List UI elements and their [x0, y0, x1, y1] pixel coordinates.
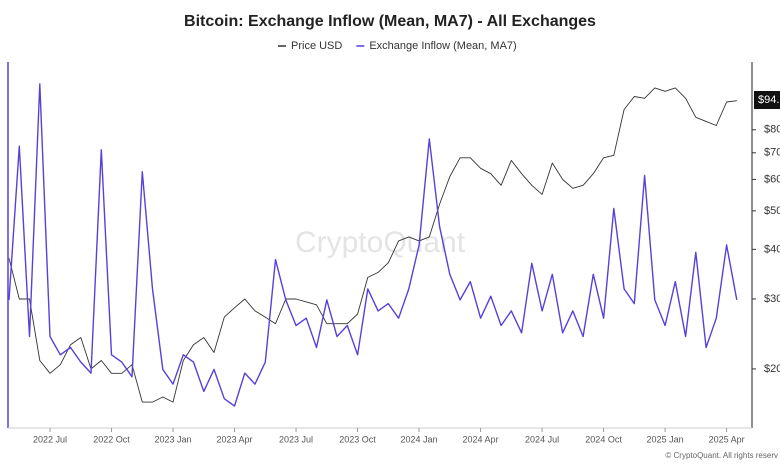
x-tick-label: 2024 Jan — [401, 434, 438, 444]
footer: © CryptoQuant. All rights reserv — [665, 451, 778, 460]
x-tick-label: 2023 Apr — [217, 434, 253, 444]
x-tick-label: 2023 Jul — [279, 434, 313, 444]
y2-tick-label: $60 — [764, 173, 780, 185]
x-tick-label: 2022 Oct — [93, 434, 130, 444]
y2-tick-label: $80 — [764, 124, 780, 136]
x-tick-label: 2023 Jan — [155, 434, 192, 444]
watermark: CryptoQuant — [295, 226, 466, 259]
y2-tick-label: $70 — [764, 147, 780, 159]
x-tick-label: 2025 Jan — [647, 434, 684, 444]
legend-label: Price USD — [291, 40, 342, 52]
series-line — [8, 83, 738, 407]
x-tick-label: 2024 Apr — [463, 434, 499, 444]
legend-label: Exchange Inflow (Mean, MA7) — [369, 40, 516, 52]
x-tick-label: 2022 Jul — [33, 434, 67, 444]
y2-tick-label: $40 — [764, 243, 780, 255]
series-line — [8, 87, 737, 403]
y2-tick-label: $50 — [764, 205, 780, 217]
badge-bg — [754, 91, 780, 109]
y2-tick-label: $30 — [764, 293, 780, 305]
price-badge: $94.7 — [758, 94, 780, 106]
x-tick-label: 2025 Apr — [709, 434, 745, 444]
x-tick-label: 2024 Jul — [525, 434, 559, 444]
chart-title: Bitcoin: Exchange Inflow (Mean, MA7) - A… — [184, 13, 596, 30]
x-tick-label: 2024 Oct — [585, 434, 622, 444]
x-tick-label: 2023 Oct — [339, 434, 376, 444]
y2-tick-label: $20 — [764, 363, 780, 375]
